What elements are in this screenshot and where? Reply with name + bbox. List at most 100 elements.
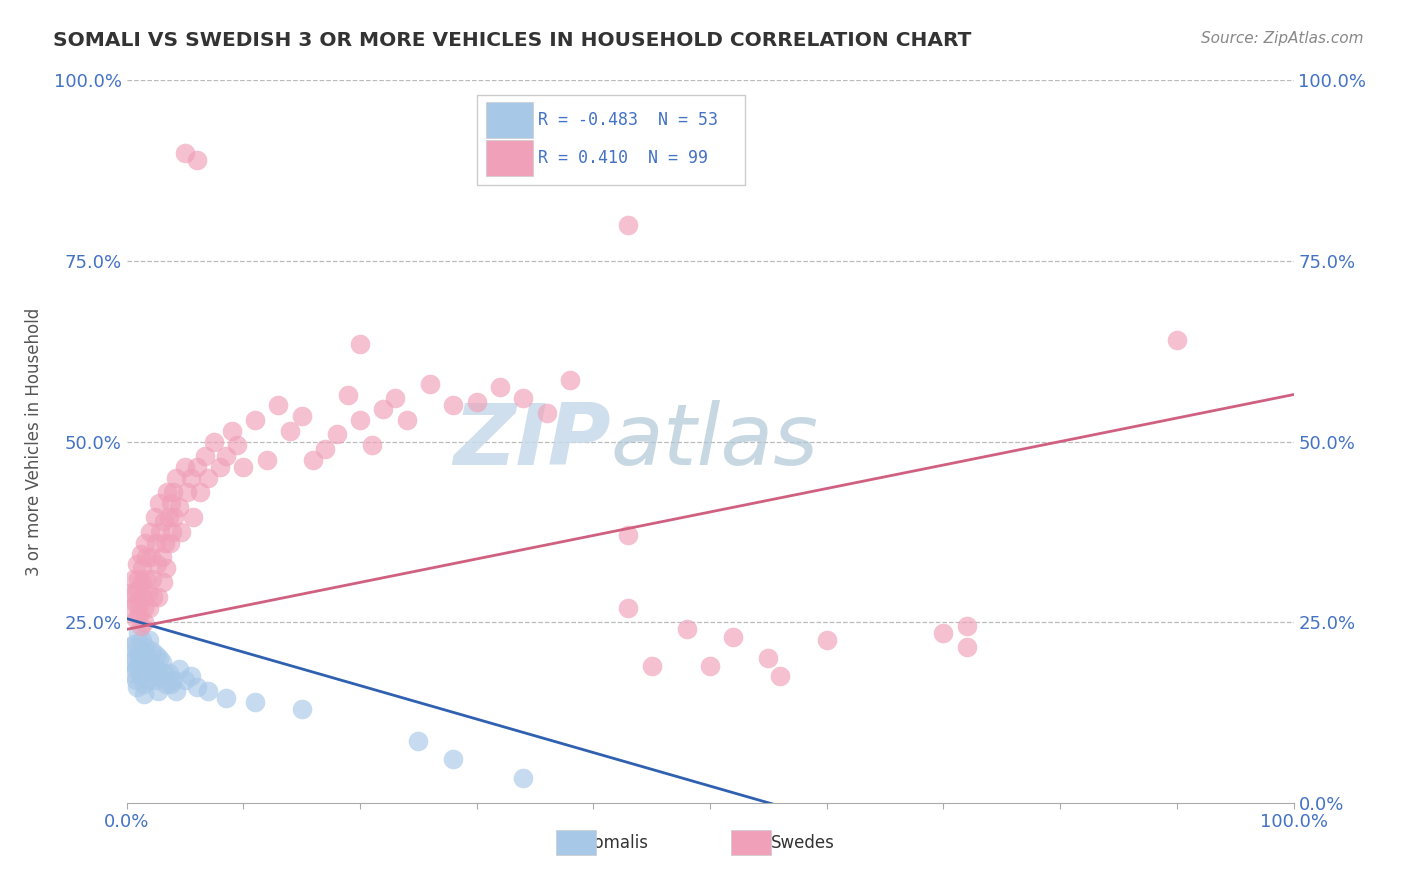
Point xyxy=(180,669,202,683)
Point xyxy=(139,550,162,565)
Point xyxy=(132,676,155,690)
Point xyxy=(135,651,157,665)
Point xyxy=(349,413,371,427)
Point xyxy=(121,600,143,615)
Point xyxy=(723,630,745,644)
Point xyxy=(617,528,640,542)
Point xyxy=(197,470,219,484)
Point xyxy=(132,655,155,669)
Point xyxy=(243,695,266,709)
Point xyxy=(617,600,640,615)
Point xyxy=(132,665,155,680)
Point xyxy=(131,644,153,658)
Point xyxy=(128,597,150,611)
Text: SOMALI VS SWEDISH 3 OR MORE VEHICLES IN HOUSEHOLD CORRELATION CHART: SOMALI VS SWEDISH 3 OR MORE VEHICLES IN … xyxy=(53,31,972,50)
FancyBboxPatch shape xyxy=(486,102,533,138)
Point xyxy=(267,398,290,412)
Point xyxy=(489,380,512,394)
Point xyxy=(125,680,148,694)
Point xyxy=(128,607,150,622)
Point xyxy=(135,662,157,676)
Point xyxy=(641,658,664,673)
Text: Somalis: Somalis xyxy=(583,833,650,852)
Point xyxy=(302,452,325,467)
Point xyxy=(176,485,198,500)
Point xyxy=(1166,334,1188,348)
Point xyxy=(159,535,181,549)
Point xyxy=(512,771,534,785)
Point xyxy=(165,470,187,484)
Point xyxy=(675,623,697,637)
Point xyxy=(155,561,177,575)
Point xyxy=(956,640,979,655)
Point xyxy=(142,590,165,604)
Point xyxy=(202,434,225,449)
Point xyxy=(215,691,238,706)
Point xyxy=(146,590,169,604)
Point xyxy=(186,459,208,474)
Point xyxy=(131,575,153,590)
Point xyxy=(125,673,148,687)
Point xyxy=(127,626,149,640)
Text: R = 0.410  N = 99: R = 0.410 N = 99 xyxy=(538,149,709,167)
Point xyxy=(167,662,190,676)
Point xyxy=(129,619,152,633)
Point xyxy=(145,535,167,549)
Point xyxy=(617,218,640,232)
Point xyxy=(208,459,231,474)
Point xyxy=(125,597,148,611)
Point xyxy=(138,633,160,648)
Point xyxy=(146,683,169,698)
Point xyxy=(180,470,202,484)
FancyBboxPatch shape xyxy=(555,830,596,855)
Point xyxy=(221,424,243,438)
Point xyxy=(139,665,162,680)
Point xyxy=(160,676,183,690)
Text: Swedes: Swedes xyxy=(770,833,835,852)
Point xyxy=(141,644,163,658)
Point xyxy=(136,586,159,600)
Point xyxy=(121,665,143,680)
Point xyxy=(157,665,180,680)
Point xyxy=(243,413,266,427)
Point xyxy=(337,387,360,401)
Point xyxy=(699,658,721,673)
Point xyxy=(150,655,173,669)
Text: ZIP: ZIP xyxy=(453,400,610,483)
Point xyxy=(124,651,146,665)
Point xyxy=(141,572,163,586)
Point xyxy=(122,637,145,651)
Point xyxy=(131,633,153,648)
Point xyxy=(135,572,157,586)
Point xyxy=(256,452,278,467)
Point xyxy=(128,648,150,662)
Point xyxy=(134,640,156,655)
Point xyxy=(124,586,146,600)
FancyBboxPatch shape xyxy=(486,139,533,176)
Point xyxy=(125,558,148,572)
Point xyxy=(349,337,371,351)
Point xyxy=(149,524,172,539)
Point xyxy=(815,633,838,648)
Point xyxy=(118,586,141,600)
Point xyxy=(441,398,464,412)
Point xyxy=(290,409,312,424)
Point xyxy=(149,669,172,683)
Point xyxy=(408,734,430,748)
Point xyxy=(167,500,190,514)
Point xyxy=(135,550,157,565)
Point xyxy=(125,611,148,625)
FancyBboxPatch shape xyxy=(731,830,770,855)
Point xyxy=(136,673,159,687)
Point xyxy=(153,665,176,680)
Point xyxy=(132,687,155,701)
Point xyxy=(384,391,406,405)
Text: atlas: atlas xyxy=(610,400,818,483)
Point xyxy=(132,615,155,630)
Point xyxy=(373,402,395,417)
Y-axis label: 3 or more Vehicles in Household: 3 or more Vehicles in Household xyxy=(24,308,42,575)
Point xyxy=(465,394,488,409)
Point xyxy=(165,683,187,698)
Point xyxy=(153,535,176,549)
Point xyxy=(156,485,179,500)
